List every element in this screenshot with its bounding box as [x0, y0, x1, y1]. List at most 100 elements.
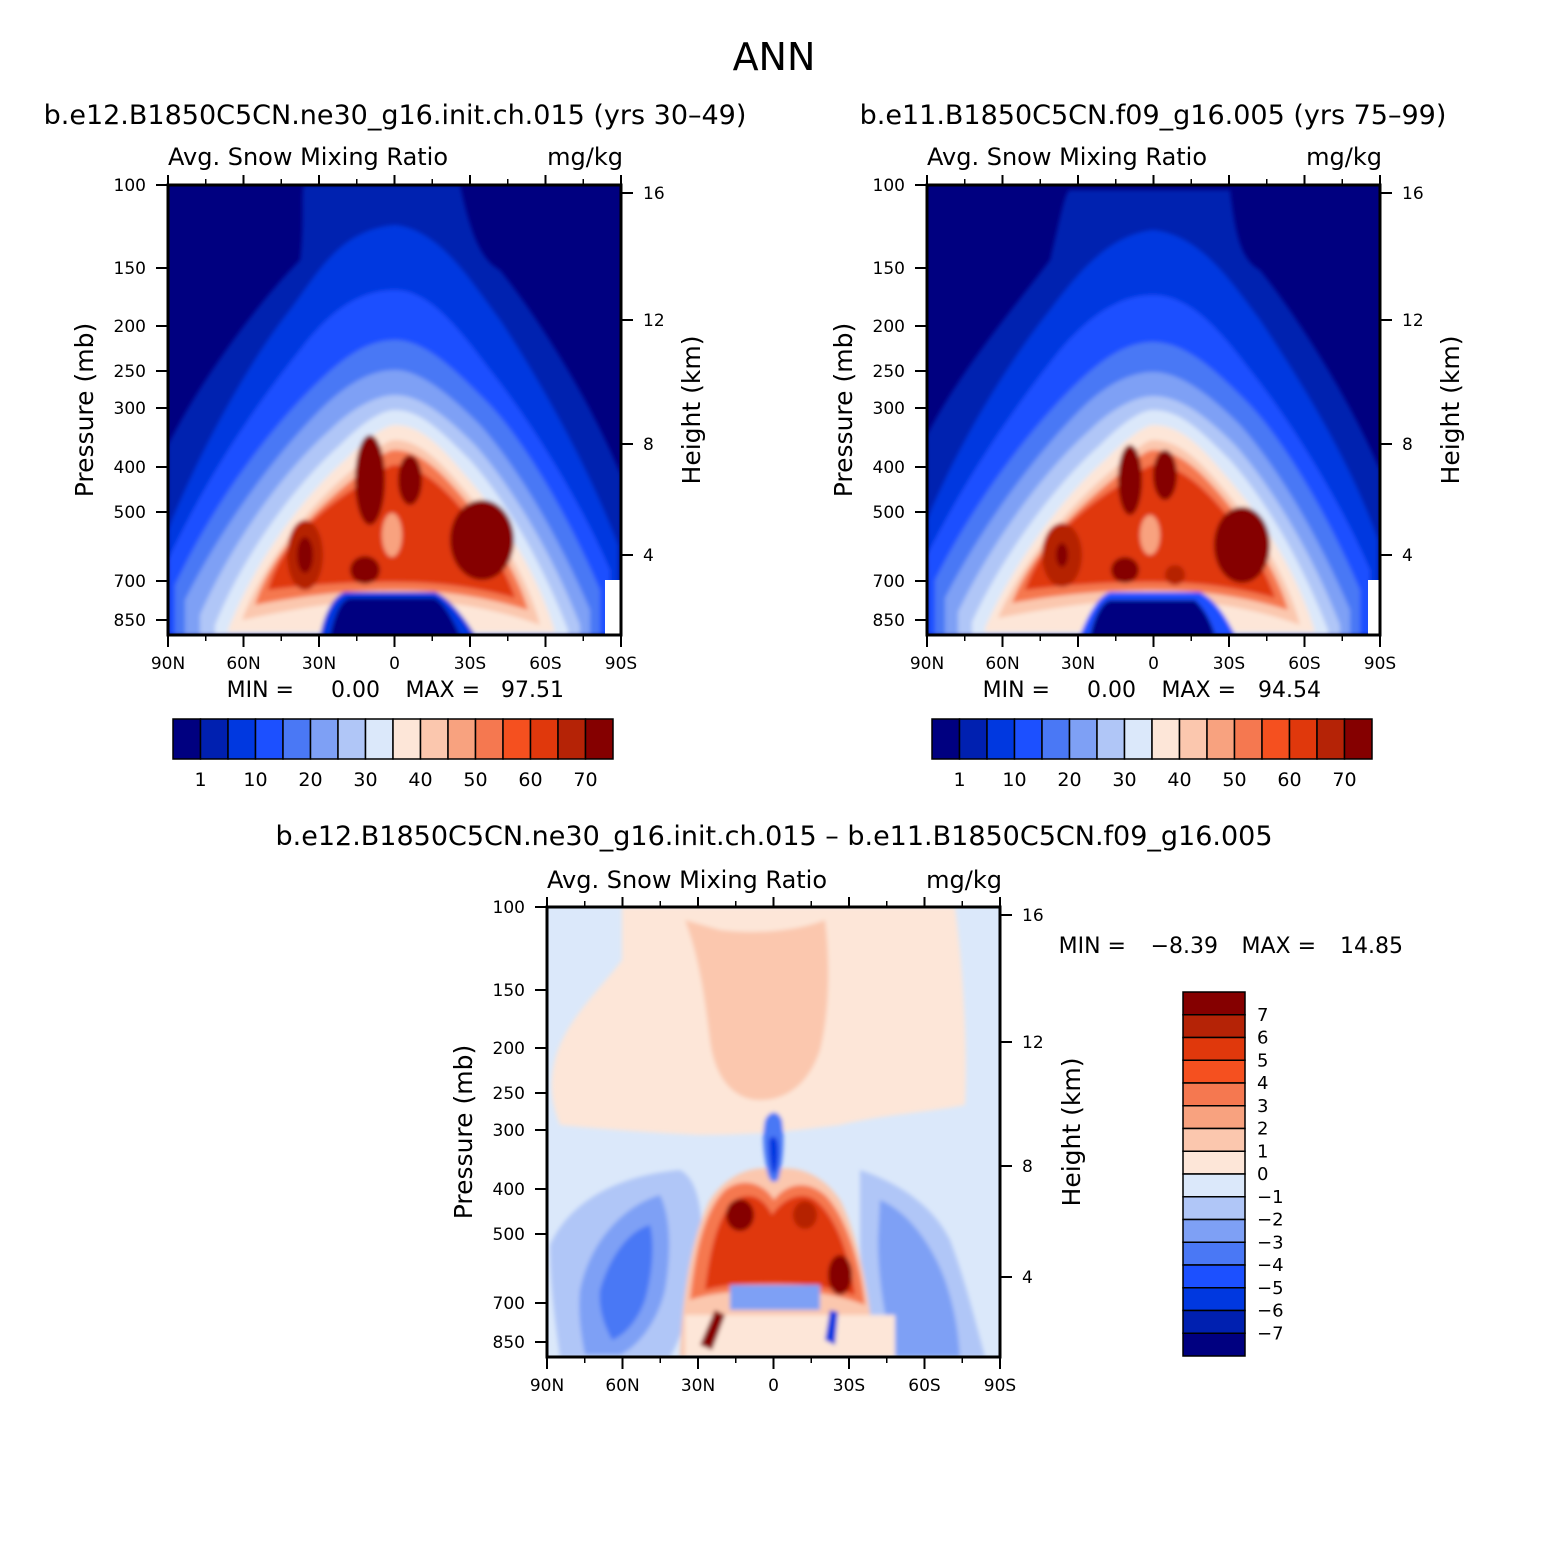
panel-diff-max-label: MAX = [1241, 934, 1316, 959]
panel-1-below-ground [605, 580, 621, 635]
panel-2-max-low-s [1165, 565, 1185, 585]
panel-diff-x-tick-label: 30S [833, 1376, 865, 1396]
figure-title: ANN [733, 35, 816, 79]
panel-2-x-tick-label: 90S [1364, 654, 1396, 674]
panel-2-colorbar-label: 1 [953, 769, 965, 791]
panel-2-colorbar-label: 70 [1332, 769, 1356, 791]
panel-1-colorbar-label: 70 [573, 769, 597, 791]
panel-1-colorbar-cell [447, 718, 477, 760]
panel-2-y-tick-label: 500 [873, 503, 905, 523]
panel-1-colorbar-cell [282, 718, 312, 760]
panel-diff-colorbar-cell [1182, 1150, 1246, 1175]
panel-2-y-tick-label: 850 [873, 611, 905, 631]
panel-diff-colorbar-cell [1182, 1264, 1246, 1289]
panel-1-x-tick-label: 90S [605, 654, 637, 674]
panel-diff-right-axis-label: Height (km) [1057, 1058, 1086, 1207]
panel-2-max-label: MAX = [1161, 678, 1236, 703]
panel-diff-colorbar-label: 7 [1257, 1005, 1268, 1026]
panel-diff-colorbar-cell [1182, 1241, 1246, 1266]
panel-1-x-tick-label: 60S [529, 654, 561, 674]
panel-1-colorbar-cell [337, 718, 367, 760]
panel-diff-height-tick-label: 16 [1022, 906, 1044, 926]
panel-1-colorbar-cell [392, 718, 422, 760]
panel-1-min-value: 0.00 [331, 678, 380, 703]
panel-1-colorbar-cell [364, 718, 394, 760]
panel-diff-colorbar-cell [1182, 1014, 1246, 1039]
panel-2-colorbar-cell [986, 718, 1016, 760]
panel-1-y-axis-label: Pressure (mb) [70, 323, 99, 497]
panel-1-colorbar-cell [502, 718, 532, 760]
panel-1-x-tick-label: 30N [302, 654, 336, 674]
panel-1-colorbar: 1 10 20 30 40 50 60 70 [172, 718, 614, 791]
panel-2-case-title: b.e11.B1850C5CN.f09_g16.005 (yrs 75–99) [860, 100, 1447, 131]
panel-2-height-tick-label: 16 [1402, 184, 1424, 204]
panel-2-height-tick-label: 12 [1402, 311, 1424, 331]
panel-2-colorbar-cell [1233, 718, 1263, 760]
panel-1-plot-area [168, 185, 621, 635]
panel-diff-contour-field [550, 907, 985, 1357]
panel-2-variable-title: Avg. Snow Mixing Ratio [927, 143, 1207, 171]
panel-2-colorbar-cell [1068, 718, 1098, 760]
panel-1-x-tick-label: 90N [151, 654, 185, 674]
panel-1-colorbar-label: 30 [353, 769, 377, 791]
panel-2-max-central-s [1153, 450, 1177, 500]
panel-2-colorbar-cell [1261, 718, 1291, 760]
panel-2-colorbar-cell [1013, 718, 1043, 760]
panel-diff-colorbar-label: 2 [1257, 1119, 1268, 1140]
panel-1-colorbar-cell [474, 718, 504, 760]
panel-1: b.e12.B1850C5CN.ne30_g16.init.ch.015 (yr… [44, 100, 747, 791]
panel-diff-colorbar-label: 1 [1257, 1141, 1268, 1162]
panel-1-y-tick-label: 850 [114, 611, 146, 631]
panel-diff-axis-ticks: 90N 60N 30N 0 30S 60S 90S 100 150 200 250 300 400 500… [493, 897, 1044, 1396]
panel-diff-units: mg/kg [926, 866, 1002, 894]
panel-2-units: mg/kg [1306, 143, 1382, 171]
panel-1-height-tick-label: 4 [643, 546, 654, 566]
panel-1-y-tick-label: 150 [114, 259, 146, 279]
panel-1-max-central-n [355, 435, 385, 525]
panel-diff-case-title: b.e12.B1850C5CN.ne30_g16.init.ch.015 – b… [276, 821, 1273, 852]
panel-diff-colorbar-cell [1182, 1036, 1246, 1061]
panel-diff-colorbar-cell [1182, 1105, 1246, 1130]
panel-1-colorbar-cell [199, 718, 229, 760]
panel-1-colorbar-cell [309, 718, 339, 760]
panel-diff-min-value: −8.39 [1151, 934, 1218, 959]
panel-2-y-tick-label: 250 [873, 362, 905, 382]
panel-2-right-axis-label: Height (km) [1436, 336, 1465, 485]
panel-2-surface-dark [1090, 600, 1215, 635]
panel-1-variable-title: Avg. Snow Mixing Ratio [168, 143, 448, 171]
panel-diff-colorbar-label: −2 [1257, 1210, 1284, 1231]
panel-1-height-tick-label: 12 [643, 311, 665, 331]
panel-1-colorbar-cell [584, 718, 614, 760]
panel-2-min-value: 0.00 [1087, 678, 1136, 703]
panel-diff-y-tick-label: 500 [493, 1225, 525, 1245]
panel-2-plot-area [927, 185, 1380, 635]
panel-1-units: mg/kg [547, 143, 623, 171]
panel-diff-height-tick-label: 4 [1022, 1268, 1033, 1288]
panel-1-x-tick-label: 0 [389, 654, 400, 674]
panel-1-y-tick-label: 500 [114, 503, 146, 523]
panel-2: b.e11.B1850C5CN.f09_g16.005 (yrs 75–99) … [829, 100, 1465, 791]
panel-diff-height-tick-label: 12 [1022, 1033, 1044, 1053]
panel-2-y-tick-label: 150 [873, 259, 905, 279]
panel-2-y-tick-label: 200 [873, 317, 905, 337]
panel-diff-height-tick-label: 8 [1022, 1157, 1033, 1177]
panel-2-contour-field [927, 190, 1380, 635]
panel-2-y-tick-label: 100 [873, 176, 905, 196]
panel-diff-negative-west-3 [599, 1225, 653, 1340]
panel-2-min-label: MIN = [983, 678, 1050, 703]
panel-diff-colorbar-label: −3 [1257, 1232, 1284, 1253]
panel-2-colorbar: 1 10 20 30 40 50 60 70 [931, 718, 1373, 791]
panel-1-colorbar-cell [529, 718, 559, 760]
panel-diff-colorbar-label: 3 [1257, 1096, 1268, 1117]
panel-2-x-tick-label: 60S [1288, 654, 1320, 674]
panel-1-surface-dark [330, 598, 460, 635]
panel-diff-colorbar-label: −4 [1257, 1255, 1284, 1276]
panel-diff-colorbar-cell [1182, 1173, 1246, 1198]
panel-diff-y-axis-label: Pressure (mb) [449, 1045, 478, 1219]
panel-1-max-label: MAX = [405, 678, 480, 703]
panel-diff-surface-neg [825, 1310, 838, 1345]
panel-diff-x-tick-label: 60S [908, 1376, 940, 1396]
panel-diff-colorbar-label: −6 [1257, 1301, 1284, 1322]
panel-2-x-tick-label: 0 [1148, 654, 1159, 674]
panel-diff-y-tick-label: 150 [493, 981, 525, 1001]
